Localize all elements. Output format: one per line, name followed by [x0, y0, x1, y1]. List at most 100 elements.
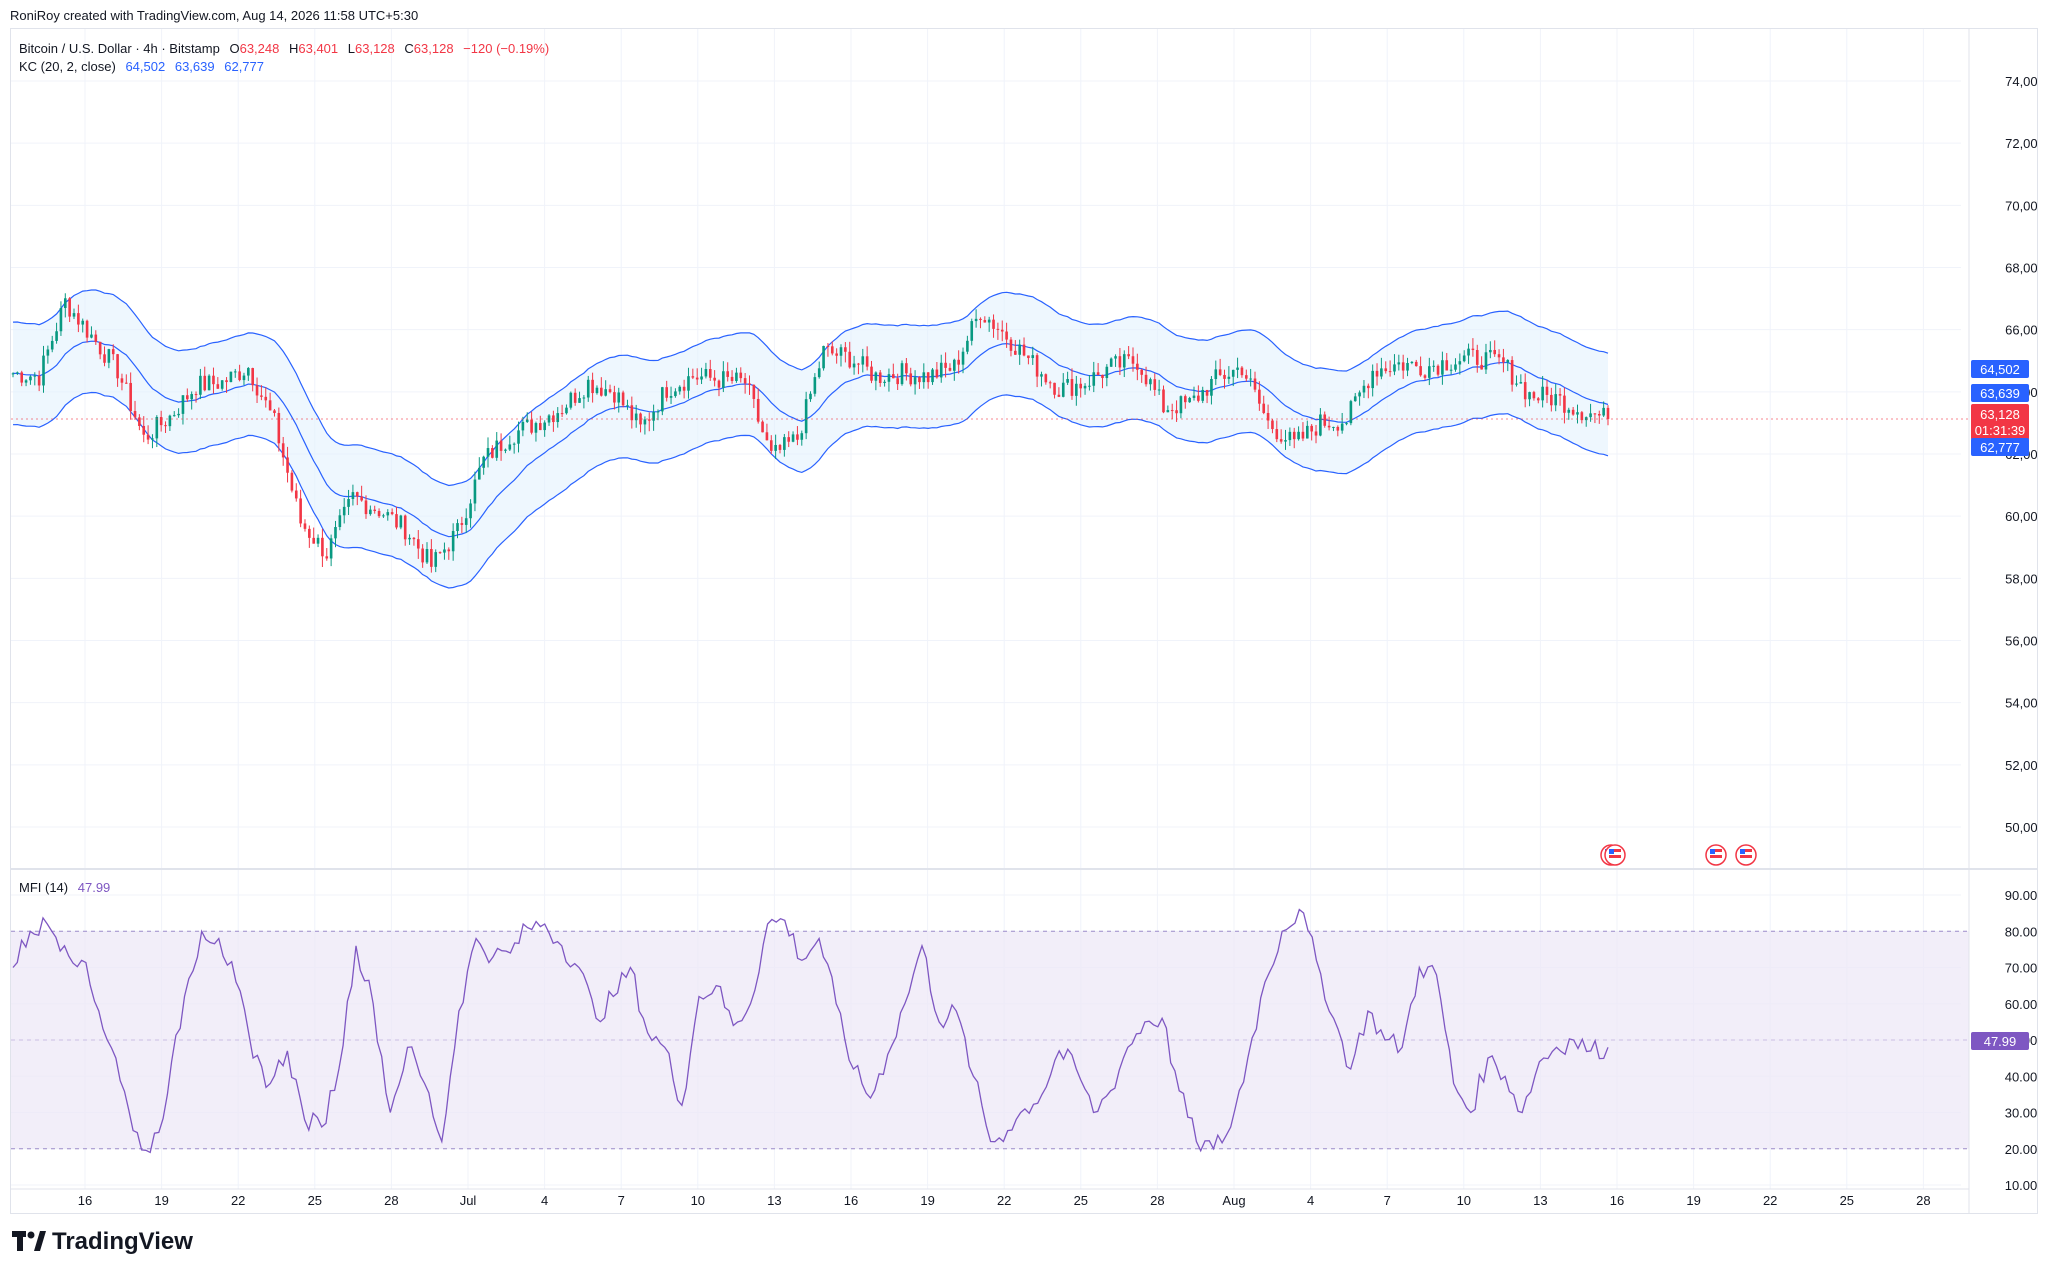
- candle-body: [1170, 410, 1174, 412]
- candle-body: [347, 499, 350, 507]
- candle-body: [1122, 354, 1126, 368]
- badge-kc-middle-bg: [1971, 384, 2029, 402]
- candle-body: [948, 367, 952, 371]
- candle-body: [334, 527, 337, 539]
- time-tick-label: 16: [78, 1193, 92, 1208]
- candle-body: [321, 537, 324, 557]
- candle-body: [408, 537, 411, 540]
- candle-body: [1449, 369, 1453, 371]
- candle-body: [151, 438, 154, 440]
- time-tick-label: 7: [618, 1193, 625, 1208]
- candle-body: [373, 509, 377, 511]
- candle-body: [1305, 425, 1309, 439]
- tradingview-brand: TradingView: [52, 1228, 193, 1255]
- candle-body: [913, 377, 917, 385]
- candle-body: [861, 356, 865, 365]
- candle-body: [1297, 431, 1300, 440]
- candle-body: [94, 334, 98, 342]
- candle-body: [791, 434, 795, 442]
- legend-open-label: O: [229, 41, 240, 56]
- candle-body: [996, 328, 1000, 330]
- candle-body: [1258, 389, 1261, 404]
- candle-body: [983, 320, 987, 323]
- tradingview-logo[interactable]: TradingView: [12, 1228, 193, 1256]
- candle-body: [595, 387, 599, 394]
- candle-body: [124, 382, 128, 384]
- candle-body: [769, 440, 773, 451]
- candle-body: [390, 512, 394, 515]
- candle-body: [1558, 394, 1562, 396]
- tradingview-logo-icon: [12, 1231, 46, 1253]
- candle-body: [338, 515, 342, 528]
- candle-body: [1210, 378, 1213, 396]
- candle-body: [1445, 360, 1449, 371]
- candle-body: [966, 340, 969, 352]
- mfi-tick-label: 80.00: [2005, 924, 2037, 939]
- candle-body: [905, 363, 908, 374]
- candle-body: [299, 498, 302, 524]
- candle-body: [695, 377, 699, 380]
- event-markers: [1600, 844, 1757, 866]
- candle-body: [1057, 394, 1061, 397]
- candle-body: [425, 549, 429, 563]
- price-tick-label: 68,000: [2005, 261, 2037, 276]
- candle-body: [665, 387, 668, 398]
- candle-body: [303, 523, 307, 529]
- candle-body: [260, 395, 263, 397]
- legend-high: 63,401: [298, 41, 339, 56]
- legend-mfi-name: MFI (14): [19, 880, 69, 895]
- candle-body: [290, 472, 294, 491]
- candle-body: [46, 349, 50, 356]
- candle-body: [896, 378, 899, 385]
- candle-body: [469, 503, 472, 519]
- mfi-panel: [11, 908, 1969, 1154]
- candle-body: [1157, 389, 1161, 391]
- time-tick-label: 22: [231, 1193, 245, 1208]
- candle-body: [630, 405, 634, 421]
- candle-body: [50, 340, 54, 350]
- candle-body: [826, 345, 830, 347]
- candle-body: [308, 528, 311, 538]
- time-tick-label: 25: [1840, 1193, 1854, 1208]
- candle-body: [1153, 379, 1157, 390]
- candle-body: [735, 372, 738, 381]
- candle-body: [1075, 383, 1078, 396]
- time-tick-label: 7: [1384, 1193, 1391, 1208]
- candle-body: [464, 518, 468, 525]
- candle-body: [1458, 361, 1462, 365]
- candle-body: [1000, 329, 1004, 332]
- price-tick-label: 74,000: [2005, 74, 2037, 89]
- candle-body: [1188, 397, 1191, 403]
- candle-body: [1432, 365, 1435, 367]
- candle-body: [482, 456, 485, 468]
- candle-body: [329, 538, 333, 559]
- chart-canvas[interactable]: 50,00052,00054,00056,00058,00060,00062,0…: [11, 29, 2037, 1213]
- candle-body: [1323, 414, 1327, 426]
- candle-body: [687, 376, 690, 391]
- candle-body: [37, 375, 41, 386]
- candle-body: [1580, 412, 1584, 421]
- candle-body: [987, 319, 991, 323]
- candle-body: [525, 419, 529, 422]
- candle-body: [878, 372, 882, 383]
- price-tick-label: 56,000: [2005, 634, 2037, 649]
- candle-body: [194, 394, 198, 396]
- candle-body: [992, 319, 995, 329]
- candle-body: [1384, 368, 1388, 372]
- candle-body: [1428, 366, 1431, 378]
- candle-body: [547, 415, 551, 423]
- us-flag-stripe: [1609, 849, 1621, 852]
- candle-body: [1375, 370, 1379, 377]
- candle-body: [129, 382, 132, 412]
- time-tick-label: 28: [1916, 1193, 1930, 1208]
- candle-body: [1371, 370, 1374, 389]
- candle-body: [865, 356, 869, 367]
- candle-body: [24, 380, 28, 383]
- badge-mfi: 47.99: [1971, 1032, 2029, 1050]
- candle-body: [918, 377, 921, 383]
- candle-body: [111, 349, 115, 355]
- candle-body: [456, 523, 459, 532]
- candle-body: [1005, 331, 1008, 340]
- candle-body: [1101, 374, 1104, 379]
- chart-frame[interactable]: 50,00052,00054,00056,00058,00060,00062,0…: [10, 28, 2038, 1214]
